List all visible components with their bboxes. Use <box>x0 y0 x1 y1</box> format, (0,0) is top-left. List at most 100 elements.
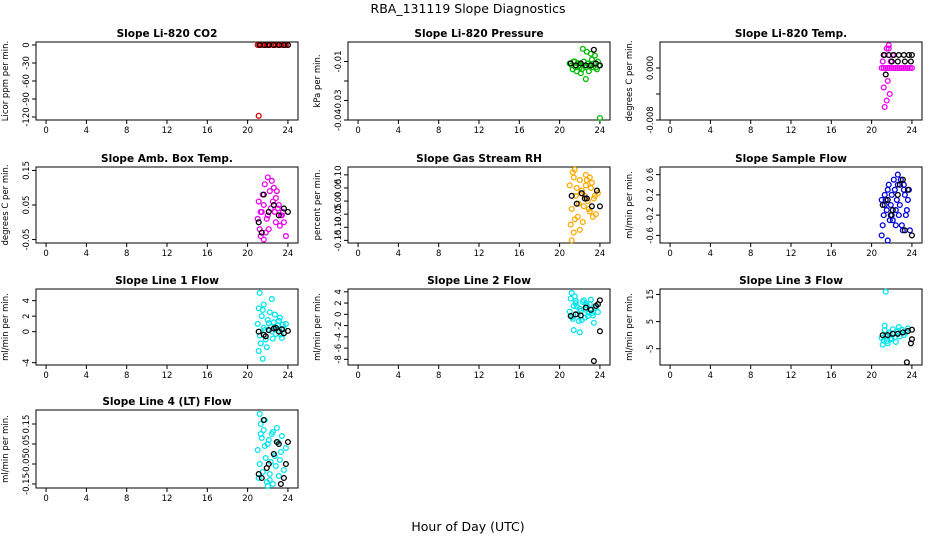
y-tick-label: 0.00 <box>334 192 344 211</box>
y-tick-label: 0.6 <box>646 168 656 182</box>
data-point-hourly <box>263 464 270 472</box>
data-point-all <box>901 191 908 198</box>
x-tick-label: 0 <box>355 249 360 259</box>
data-point-all <box>587 184 594 192</box>
x-tick-label: 0 <box>43 126 48 136</box>
panel-title: Slope Line 1 Flow <box>115 275 219 287</box>
data-point-all <box>566 182 573 189</box>
data-point-all <box>269 428 276 436</box>
x-tick-label: 16 <box>826 371 837 381</box>
data-point-all <box>580 203 587 210</box>
data-point-hourly <box>262 333 269 340</box>
data-point-hourly <box>568 192 575 199</box>
data-point-all <box>265 436 272 444</box>
data-point-all <box>892 207 899 214</box>
panel-title: Slope Sample Flow <box>735 153 847 165</box>
data-point-all <box>282 41 289 49</box>
y-tick-label: 2 <box>334 300 344 305</box>
data-point-all <box>256 332 263 339</box>
data-point-all <box>276 314 283 321</box>
data-point-all <box>883 338 890 345</box>
data-point-all <box>903 207 910 214</box>
x-tick-label: 24 <box>907 126 918 136</box>
data-point-hourly <box>884 196 891 203</box>
data-point-all <box>275 317 282 324</box>
data-point-all <box>268 177 275 184</box>
data-point-all <box>573 184 580 192</box>
data-point-all <box>892 64 899 72</box>
data-point-all <box>272 462 279 470</box>
data-point-all <box>263 344 270 351</box>
data-point-hourly <box>887 212 894 219</box>
y-axis-label: kPa per min. <box>313 54 323 107</box>
data-point-hourly <box>908 232 915 239</box>
x-tick-label: 4 <box>84 249 89 259</box>
data-point-hourly <box>255 328 262 335</box>
x-tick-label: 20 <box>242 371 253 381</box>
data-point-hourly <box>260 416 267 424</box>
x-tick-label: 12 <box>786 249 797 259</box>
x-tick-label: 20 <box>554 126 565 136</box>
data-point-all <box>879 222 886 229</box>
x-tick-label: 4 <box>396 249 401 259</box>
y-tick-label: -8 <box>334 355 344 363</box>
data-point-all <box>274 205 281 212</box>
data-point-all <box>881 191 888 198</box>
y-tick-label: -0.10 <box>334 216 344 238</box>
data-point-hourly <box>594 301 601 308</box>
data-point-all <box>567 221 574 228</box>
data-point-hourly <box>284 208 291 215</box>
x-tick-label: 16 <box>826 126 837 136</box>
x-tick-label: 16 <box>202 494 213 504</box>
data-point-hourly <box>879 201 886 209</box>
data-point-all <box>272 41 279 49</box>
data-point-hourly <box>282 460 289 468</box>
x-tick-label: 0 <box>355 126 360 136</box>
x-tick-label: 4 <box>396 126 401 136</box>
data-point-all <box>898 222 905 229</box>
data-point-all <box>880 64 887 72</box>
panel-2: Slope Li-820 Pressure kPa per min. 0 4 8 12 16… <box>313 28 611 136</box>
y-axis-label: ml/min per min. <box>1 293 11 361</box>
x-tick-label: 0 <box>667 126 672 136</box>
y-axis-label: degrees C per min. <box>625 40 635 121</box>
y-axis-label: ml/min per min. <box>313 293 323 361</box>
panel-7: Slope Line 1 Flow ml/min per min. 0 4 8 12 16 2… <box>1 275 299 381</box>
data-point-all <box>256 460 263 468</box>
data-point-hourly <box>270 201 277 209</box>
data-point-all <box>255 474 262 482</box>
data-point-hourly <box>588 203 595 210</box>
data-point-hourly <box>896 181 903 188</box>
x-tick-label: 4 <box>84 126 89 136</box>
panels-container: Slope Li-820 CO2 Licor ppm per min. 0 4 8 12 1… <box>1 28 923 504</box>
data-point-all <box>879 58 886 65</box>
x-tick-label: 20 <box>242 126 253 136</box>
y-tick-label: -4 <box>22 358 32 366</box>
data-point-all <box>277 448 284 456</box>
x-tick-label: 24 <box>283 249 294 259</box>
plot-frame <box>347 166 611 244</box>
y-tick-label: -5 <box>646 344 656 352</box>
x-tick-label: 8 <box>748 126 753 136</box>
data-point-hourly <box>270 450 277 458</box>
data-point-all <box>894 64 901 72</box>
data-point-all <box>885 45 892 52</box>
data-point-all <box>591 52 598 59</box>
data-point-all <box>259 306 266 313</box>
y-tick-label: 4 <box>334 289 344 294</box>
data-point-all <box>280 466 287 474</box>
x-tick-label: 12 <box>162 249 173 259</box>
data-point-all <box>257 233 264 240</box>
y-tick-label: -0.05 <box>334 203 344 225</box>
data-point-all <box>906 227 913 234</box>
x-tick-label: 20 <box>554 249 565 259</box>
data-point-all <box>898 64 905 72</box>
x-tick-label: 16 <box>514 126 525 136</box>
panel-8: Slope Line 2 Flow ml/min per min. 0 4 8 12 16 2… <box>313 275 611 381</box>
data-point-hourly <box>275 212 282 219</box>
data-point-all <box>282 444 289 452</box>
y-tick-label: -0.03 <box>334 90 344 112</box>
y-axis-label: Licor ppm per min. <box>1 41 11 122</box>
x-tick-label: 8 <box>124 249 129 259</box>
